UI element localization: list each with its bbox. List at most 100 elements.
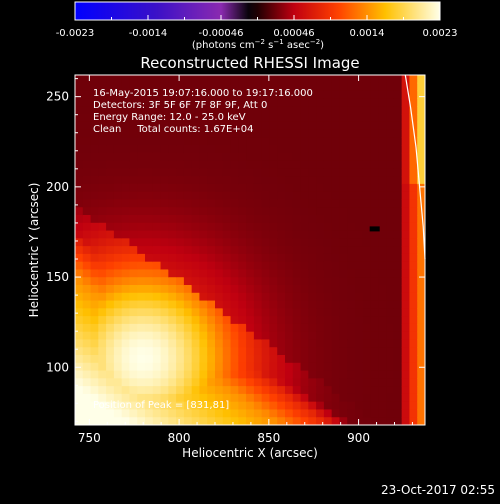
heatmap-cell <box>292 230 302 239</box>
heatmap-cell <box>238 386 247 395</box>
heatmap-cell <box>145 75 154 84</box>
heatmap-cell <box>292 246 302 255</box>
heatmap-cell <box>409 401 418 411</box>
heatmap-cell <box>246 215 255 224</box>
heatmap-cell <box>401 261 411 271</box>
heatmap-cell <box>121 199 131 208</box>
heatmap-cell <box>152 207 162 216</box>
heatmap-cell <box>370 362 379 372</box>
heatmap-cell <box>183 152 193 162</box>
heatmap-cell <box>277 253 286 263</box>
heatmap-cell <box>409 191 418 201</box>
heatmap-cell <box>370 113 379 123</box>
heatmap-cell <box>238 401 247 411</box>
heatmap-cell <box>183 269 193 278</box>
heatmap-cell <box>246 238 255 247</box>
heatmap-cell <box>145 215 154 224</box>
heatmap-cell <box>277 137 286 146</box>
heatmap-cell <box>378 253 387 263</box>
heatmap-cell <box>106 308 115 317</box>
heatmap-cell <box>137 137 146 146</box>
heatmap-cell <box>207 253 216 263</box>
heatmap-cell <box>222 215 232 224</box>
heatmap-cell <box>191 316 201 325</box>
heatmap-cell <box>331 222 341 232</box>
heatmap-cell <box>261 113 271 123</box>
heatmap-cell <box>90 191 99 201</box>
y-tick-label: 100 <box>46 360 69 374</box>
heatmap-cell <box>129 401 138 411</box>
heatmap-cell <box>393 323 403 333</box>
heatmap-cell <box>168 316 177 325</box>
heatmap-cell <box>269 137 278 146</box>
heatmap-cell <box>308 129 317 138</box>
heatmap-cell <box>75 347 84 356</box>
heatmap-cell <box>82 129 92 138</box>
heatmap-cell <box>238 129 247 138</box>
heatmap-cell <box>199 121 208 131</box>
heatmap-cell <box>347 339 356 348</box>
heatmap-cell <box>121 331 131 341</box>
heatmap-cell <box>230 145 239 154</box>
heatmap-cell <box>269 269 278 278</box>
heatmap-cell <box>106 82 115 92</box>
heatmap-cell <box>285 355 294 364</box>
heatmap-cell <box>137 277 146 286</box>
heatmap-cell <box>222 207 232 216</box>
heatmap-cell <box>75 160 84 169</box>
heatmap-cell <box>152 230 162 239</box>
heatmap-cell <box>98 362 107 372</box>
heatmap-cell <box>316 370 325 379</box>
heatmap-cell <box>292 168 302 177</box>
heatmap-cell <box>191 82 201 92</box>
heatmap-cell <box>98 300 107 309</box>
heatmap-cell <box>417 277 425 286</box>
heatmap-cell <box>300 300 309 309</box>
heatmap-cell <box>308 145 317 154</box>
heatmap-cell <box>230 362 239 372</box>
heatmap-cell <box>238 323 247 333</box>
heatmap-cell <box>331 409 341 418</box>
heatmap-cell <box>292 300 302 309</box>
heatmap-cell <box>401 238 411 247</box>
heatmap-cell <box>339 386 348 395</box>
heatmap-cell <box>191 129 201 138</box>
heatmap-cell <box>285 393 294 403</box>
heatmap-cell <box>308 362 317 372</box>
heatmap-cell <box>253 129 263 138</box>
heatmap-cell <box>176 261 185 271</box>
heatmap-cell <box>176 75 185 84</box>
heatmap-cell <box>316 207 325 216</box>
heatmap-cell <box>292 323 302 333</box>
heatmap-cell <box>316 82 325 92</box>
heatmap-cell <box>238 300 247 309</box>
heatmap-cell <box>378 269 387 278</box>
heatmap-cell <box>90 238 99 247</box>
heatmap-cell <box>145 222 154 232</box>
heatmap-cell <box>152 246 162 255</box>
heatmap-cell <box>277 222 286 232</box>
heatmap-cell <box>355 331 364 341</box>
heatmap-cell <box>106 417 115 425</box>
heatmap-cell <box>370 277 379 286</box>
heatmap-cell <box>121 222 131 232</box>
heatmap-cell <box>370 191 379 201</box>
heatmap-cell <box>183 215 193 224</box>
heatmap-cell <box>230 129 239 138</box>
heatmap-cell <box>339 191 348 201</box>
heatmap-cell <box>215 238 224 247</box>
heatmap-cell <box>90 316 99 325</box>
heatmap-cell <box>378 82 387 92</box>
heatmap-cell <box>246 253 255 263</box>
heatmap-cell <box>106 269 115 278</box>
heatmap-cell <box>222 277 232 286</box>
heatmap-cell <box>106 207 115 216</box>
heatmap-cell <box>75 191 84 201</box>
heatmap-cell <box>106 121 115 131</box>
heatmap-cell <box>113 292 123 302</box>
heatmap-cell <box>261 292 271 302</box>
heatmap-cell <box>261 393 271 403</box>
heatmap-cell <box>331 386 341 395</box>
heatmap-cell <box>176 285 185 294</box>
heatmap-cell <box>370 323 379 333</box>
